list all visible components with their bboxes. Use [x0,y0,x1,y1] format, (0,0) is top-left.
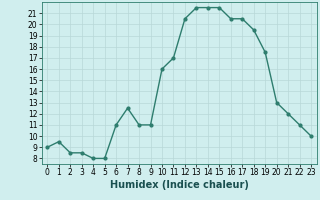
X-axis label: Humidex (Indice chaleur): Humidex (Indice chaleur) [110,180,249,190]
